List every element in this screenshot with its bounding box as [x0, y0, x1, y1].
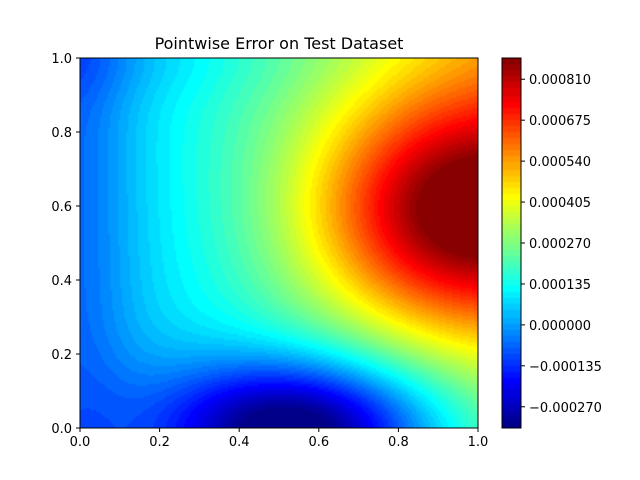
y-tick-label: 0.0: [51, 422, 72, 437]
plot-frame: [79, 57, 479, 429]
heatmap-field-container: [80, 58, 478, 428]
y-axis: 0.0 0.2 0.4 0.6 0.8 1.0: [51, 52, 80, 437]
heatmap-field: [80, 58, 478, 428]
y-tick-label: 1.0: [51, 52, 72, 67]
y-tick-label: 0.2: [51, 348, 72, 363]
y-tick-label: 0.6: [51, 200, 72, 215]
plot-area: [79, 57, 479, 429]
colorbar-tick-label: 0.000810: [529, 73, 591, 88]
colorbar-tick-label: −0.000270: [529, 401, 602, 416]
colorbar-tick-label: 0.000540: [529, 155, 591, 170]
chart-title: Pointwise Error on Test Dataset: [155, 34, 404, 53]
y-tick-label: 0.4: [51, 274, 72, 289]
colorbar-gradient-container: [502, 58, 521, 428]
x-tick-label: 0.2: [149, 435, 170, 450]
x-tick-label: 0.8: [388, 435, 409, 450]
x-tick-label: 0.4: [229, 435, 250, 450]
x-axis: 0.0 0.2 0.4 0.6 0.8 1.0: [70, 428, 489, 450]
colorbar-tick-label: 0.000270: [529, 237, 591, 252]
x-tick-label: 1.0: [468, 435, 489, 450]
colorbar-tick-label: −0.000135: [529, 360, 602, 375]
colorbar-ticks: 0.000810 0.000675 0.000540 0.000405 0.000270…: [521, 73, 602, 416]
colorbar-tick-label: 0.000675: [529, 114, 591, 129]
x-tick-label: 0.0: [70, 435, 91, 450]
colorbar-gradient: [502, 58, 521, 428]
y-tick-label: 0.8: [51, 126, 72, 141]
colorbar: 0.000810 0.000675 0.000540 0.000405 0.000270…: [501, 57, 602, 429]
colorbar-tick-label: 0.000405: [529, 196, 591, 211]
x-tick-label: 0.6: [308, 435, 329, 450]
colorbar-tick-label: 0.000000: [529, 319, 591, 334]
colorbar-tick-label: 0.000135: [529, 278, 591, 293]
